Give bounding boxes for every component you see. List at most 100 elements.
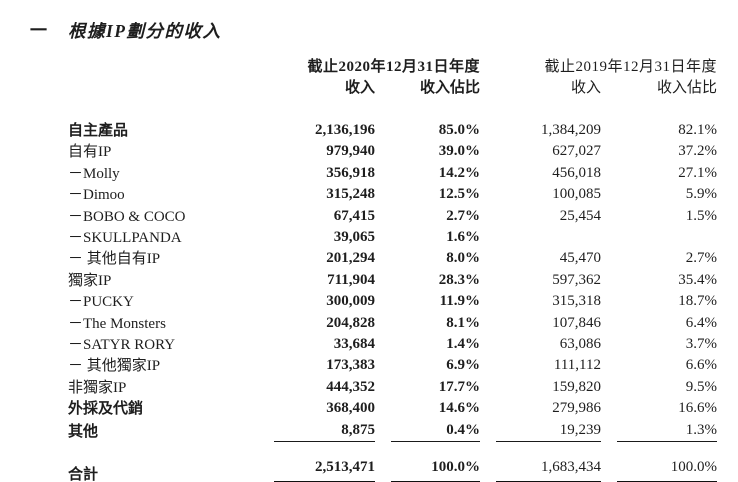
table-row: 自主產品 2,136,196 85.0% 1,384,209 82.1% bbox=[68, 120, 717, 141]
cell-revenue-2020: 368,400 bbox=[258, 398, 375, 419]
total-row: 合計 2,513,471 100.0% 1,683,434 100.0% bbox=[68, 442, 718, 482]
cell-value: 25,454 bbox=[559, 207, 602, 224]
cell-share-2019: 2.7% bbox=[601, 248, 717, 269]
cell-share-2019 bbox=[601, 227, 717, 248]
cell-revenue-2020: 2,136,196 bbox=[258, 120, 375, 141]
table-row: －SKULLPANDA 39,065 1.6% bbox=[68, 227, 717, 248]
cell-share-2020: 1.4% bbox=[375, 334, 480, 355]
row-label: －BOBO & COCO bbox=[68, 208, 186, 225]
cell-revenue-2019: 159,820 bbox=[480, 377, 601, 398]
col-header-revenue-2020: 收入 bbox=[344, 80, 375, 96]
cell-share-2019: 5.9% bbox=[601, 184, 717, 205]
table-row: －PUCKY 300,009 11.9% 315,318 18.7% bbox=[68, 291, 717, 312]
cell-share-2019: 3.7% bbox=[601, 334, 717, 355]
row-label: 非獨家IP bbox=[68, 379, 127, 396]
cell-revenue-2019: 45,470 bbox=[480, 248, 601, 269]
cell-value: 8.0% bbox=[446, 250, 481, 267]
cell-share-2019: 6.4% bbox=[601, 313, 717, 334]
total-value: 100.0% bbox=[431, 459, 481, 476]
cell-value: 39,065 bbox=[333, 229, 375, 246]
table-row: －Molly 356,918 14.2% 456,018 27.1% bbox=[68, 163, 717, 184]
cell-value: 368,400 bbox=[326, 400, 375, 417]
table-row: 自有IP 979,940 39.0% 627,027 37.2% bbox=[68, 141, 717, 162]
cell-revenue-2019: 456,018 bbox=[480, 163, 601, 184]
cell-share-2020: 8.1% bbox=[375, 313, 480, 334]
cell-value: 315,248 bbox=[326, 186, 375, 203]
cell-value: 8,875 bbox=[274, 420, 375, 443]
cell-value: 63,086 bbox=[559, 336, 602, 353]
row-label: －The Monsters bbox=[68, 315, 166, 332]
cell-revenue-2019: 100,085 bbox=[480, 184, 601, 205]
table-header: 截止2020年12月31日年度 截止2019年12月31日年度 收入 收入佔比 … bbox=[68, 57, 718, 120]
cell-value: 1.3% bbox=[617, 420, 718, 443]
cell-value: 19,239 bbox=[496, 420, 602, 443]
cell-share-2020: 12.5% bbox=[375, 184, 480, 205]
cell-revenue-2019: 1,384,209 bbox=[480, 120, 601, 141]
cell-value: 111,112 bbox=[553, 357, 602, 374]
cell-value: 173,383 bbox=[326, 357, 375, 374]
cell-revenue-2019: 597,362 bbox=[480, 270, 601, 291]
cell-share-2020: 28.3% bbox=[375, 270, 480, 291]
cell-value: 597,362 bbox=[552, 271, 602, 288]
cell-share-2020: 17.7% bbox=[375, 377, 480, 398]
cell-share-2019: 6.6% bbox=[601, 355, 717, 376]
header-spacer bbox=[68, 57, 258, 78]
cell-revenue-2020: 67,415 bbox=[258, 206, 375, 227]
total-label: 合計 bbox=[68, 467, 99, 482]
cell-revenue-2019: 19,239 bbox=[480, 420, 602, 443]
cell-revenue-2020: 173,383 bbox=[258, 355, 375, 376]
cell-value: 2.7% bbox=[685, 250, 718, 267]
cell-value: 159,820 bbox=[552, 378, 602, 395]
cell-value: 17.7% bbox=[438, 378, 481, 395]
cell-value: 5.9% bbox=[685, 186, 718, 203]
table-row: －BOBO & COCO 67,415 2.7% 25,454 1.5% bbox=[68, 206, 717, 227]
cell-value: 315,318 bbox=[552, 293, 602, 310]
cell-revenue-2020: 711,904 bbox=[258, 270, 375, 291]
cell-value: 82.1% bbox=[678, 122, 718, 138]
cell-revenue-2019: 111,112 bbox=[480, 355, 601, 376]
cell-share-2019: 16.6% bbox=[601, 398, 717, 419]
row-label: －PUCKY bbox=[68, 294, 134, 311]
cell-value: 107,846 bbox=[552, 314, 602, 331]
table-body: 自主產品 2,136,196 85.0% 1,384,209 82.1% 自有IP 979,… bbox=[68, 120, 718, 443]
cell-value: 45,470 bbox=[559, 250, 602, 267]
cell-value: 711,904 bbox=[327, 271, 375, 288]
cell-value: 3.7% bbox=[685, 336, 718, 353]
cell-share-2020: 8.0% bbox=[375, 248, 480, 269]
cell-share-2019: 1.5% bbox=[601, 206, 717, 227]
cell-share-2020: 14.6% bbox=[375, 398, 480, 419]
cell-value: 2,136,196 bbox=[315, 122, 375, 138]
table-row: －The Monsters 204,828 8.1% 107,846 6.4% bbox=[68, 313, 717, 334]
cell-value: 0.4% bbox=[391, 420, 481, 443]
cell-value: 12.5% bbox=[438, 186, 481, 203]
cell-value: 18.7% bbox=[678, 293, 718, 310]
total-cell-revenue-2020: 2,513,471 bbox=[258, 442, 375, 482]
table-row: 非獨家IP 444,352 17.7% 159,820 9.5% bbox=[68, 377, 717, 398]
cell-revenue-2019: 107,846 bbox=[480, 313, 601, 334]
cell-revenue-2019: 63,086 bbox=[480, 334, 601, 355]
col-header-revenue-2019: 收入 bbox=[571, 80, 602, 96]
cell-value: 6.4% bbox=[685, 314, 718, 331]
cell-revenue-2020: 356,918 bbox=[258, 163, 375, 184]
cell-revenue-2019 bbox=[480, 227, 601, 248]
table-row: 外採及代銷 368,400 14.6% 279,986 16.6% bbox=[68, 398, 717, 419]
table-row: 其他 8,875 0.4% 19,239 1.3% bbox=[68, 420, 718, 443]
table-row: 獨家IP 711,904 28.3% 597,362 35.4% bbox=[68, 270, 717, 291]
cell-revenue-2020: 39,065 bbox=[258, 227, 375, 248]
cell-value: 85.0% bbox=[438, 122, 481, 138]
cell-value: 33,684 bbox=[333, 336, 375, 353]
total-value: 2,513,471 bbox=[315, 459, 375, 476]
column-group-2019: 截止2019年12月31日年度 bbox=[544, 59, 718, 75]
cell-value: 8.1% bbox=[446, 314, 481, 331]
cell-value: 201,294 bbox=[326, 250, 375, 267]
cell-revenue-2019: 627,027 bbox=[480, 141, 601, 162]
total-cell-share-2020: 100.0% bbox=[375, 442, 481, 482]
cell-value: 279,986 bbox=[552, 400, 602, 417]
cell-revenue-2019: 25,454 bbox=[480, 206, 601, 227]
cell-share-2019: 35.4% bbox=[601, 270, 717, 291]
table-row: －SATYR RORY 33,684 1.4% 63,086 3.7% bbox=[68, 334, 717, 355]
table-row: － 其他自有IP 201,294 8.0% 45,470 2.7% bbox=[68, 248, 717, 269]
cell-value: 2.7% bbox=[446, 207, 481, 224]
cell-revenue-2019: 279,986 bbox=[480, 398, 601, 419]
